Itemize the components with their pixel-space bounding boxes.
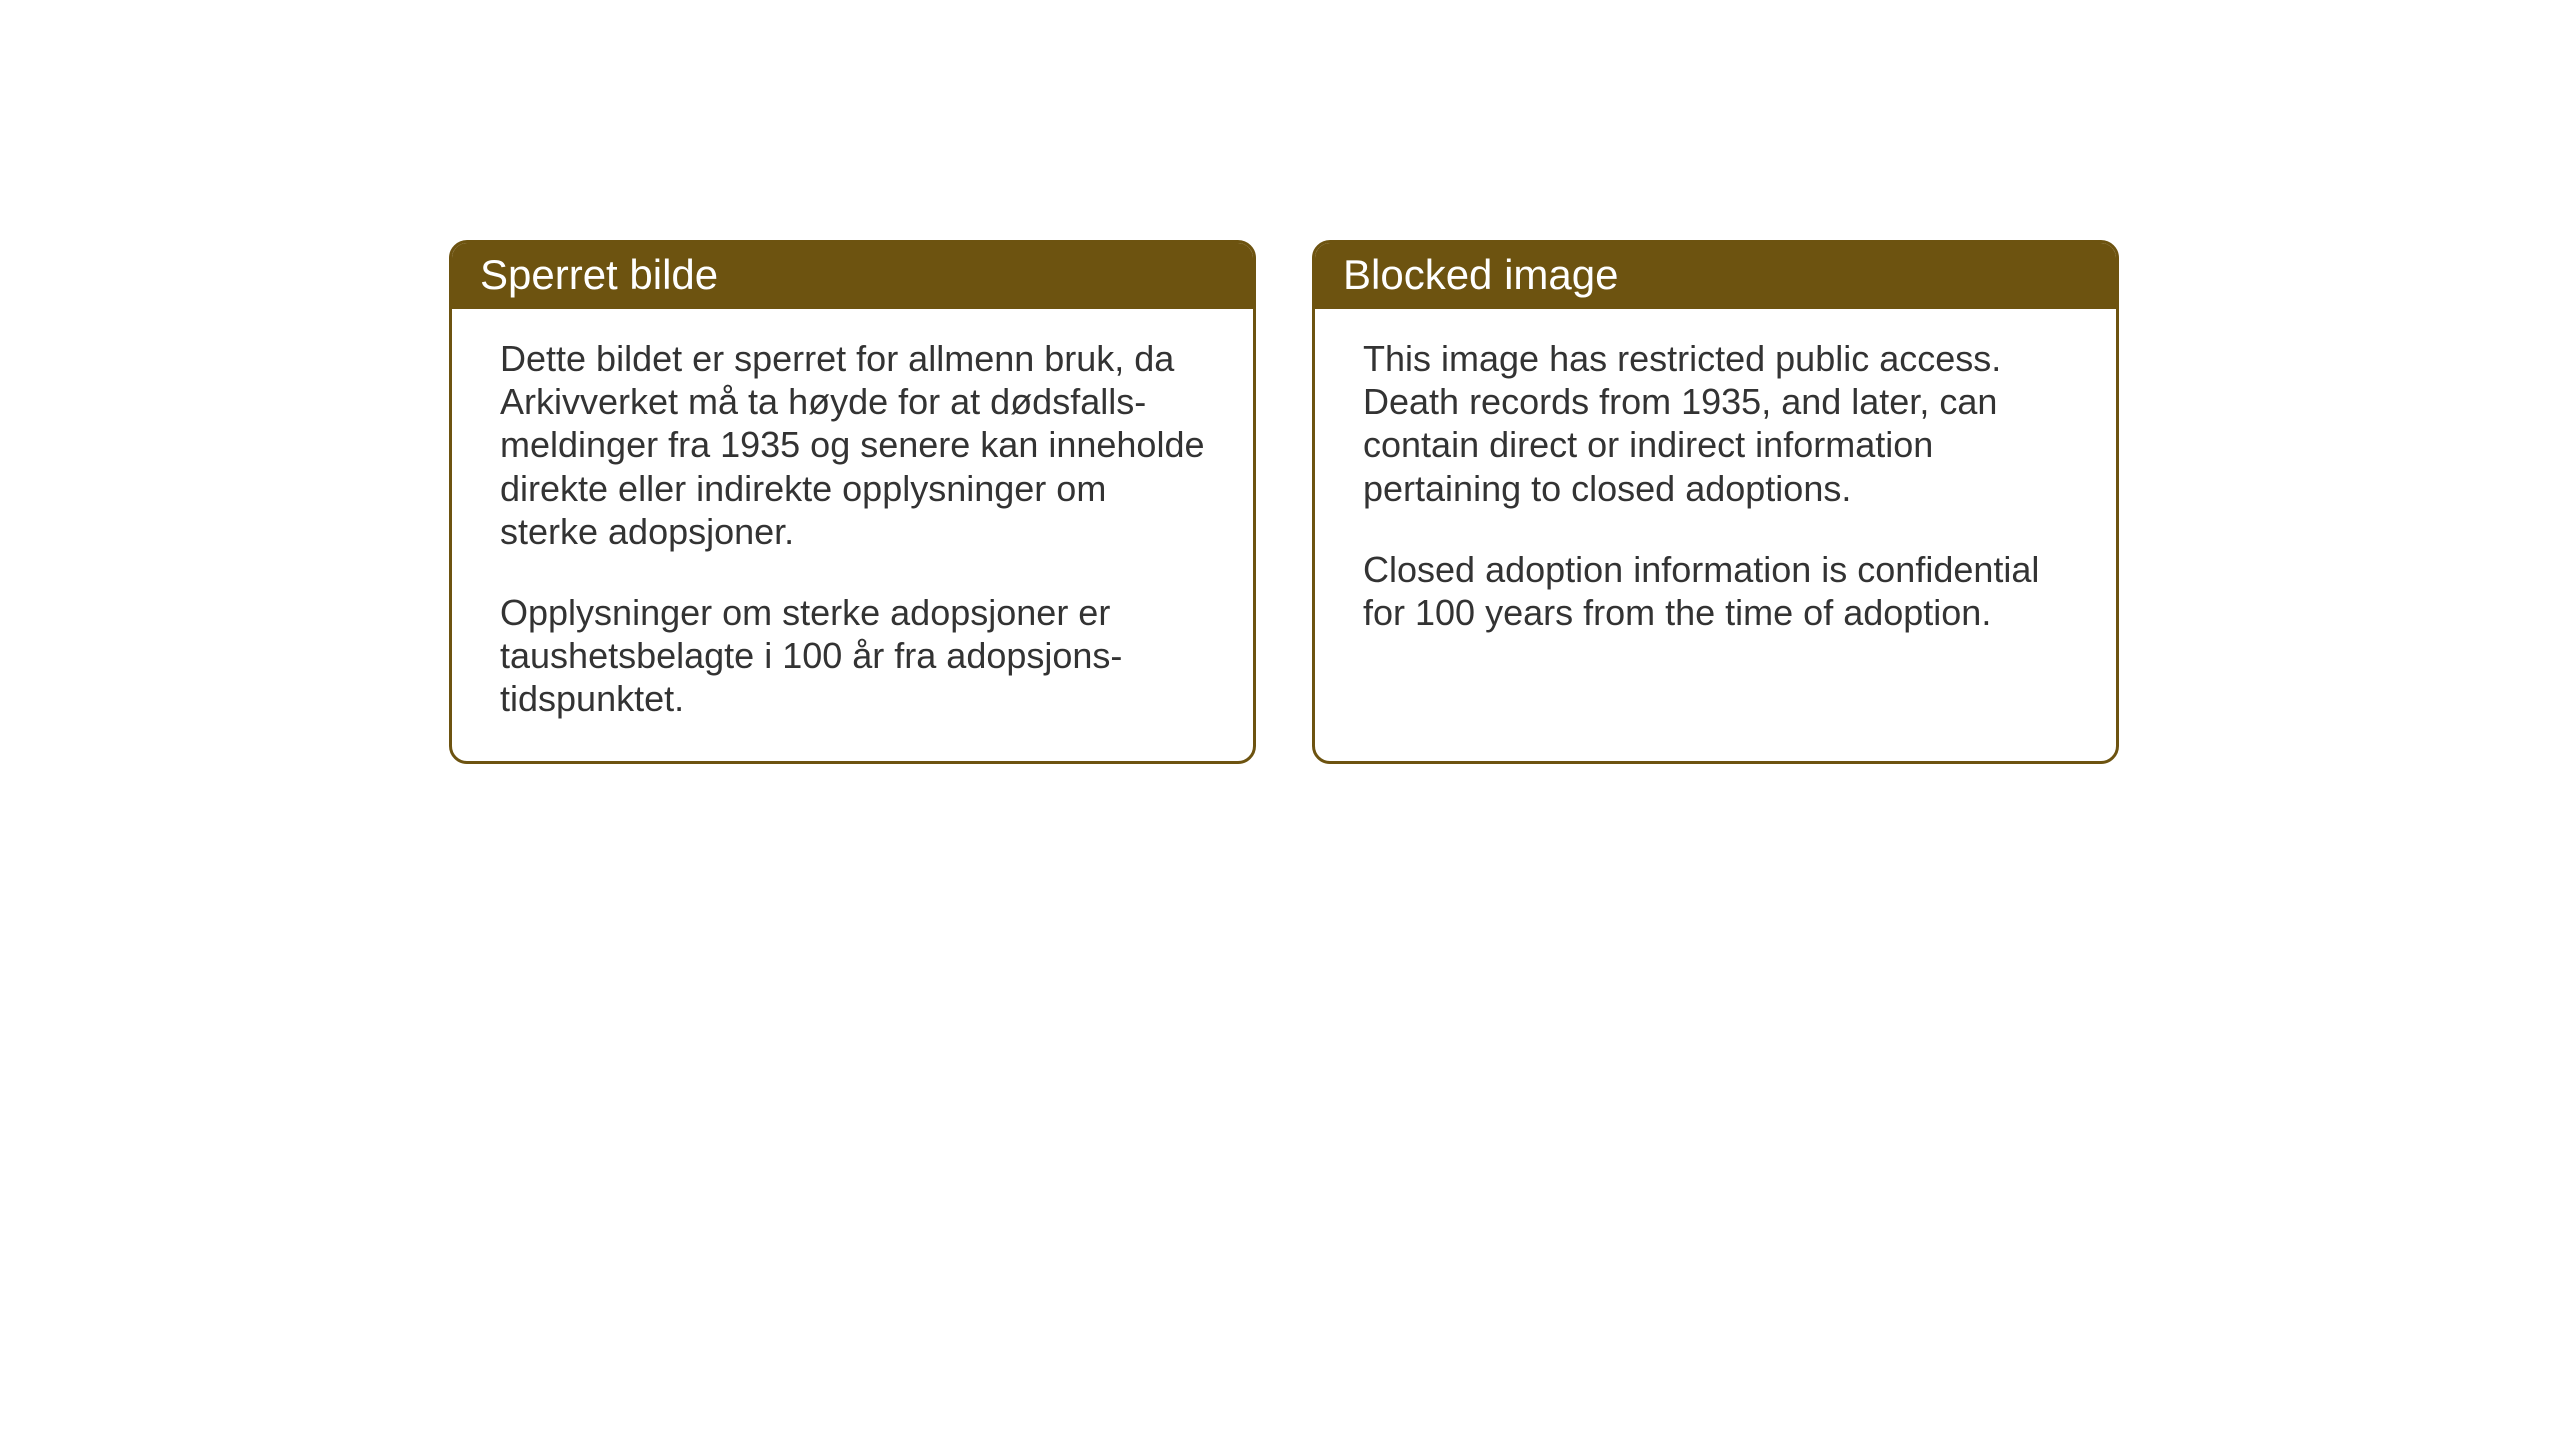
card-header-english: Blocked image <box>1315 243 2116 309</box>
card-paragraph-norwegian-1: Dette bildet er sperret for allmenn bruk… <box>500 337 1213 553</box>
notice-card-english: Blocked image This image has restricted … <box>1312 240 2119 764</box>
card-paragraph-english-2: Closed adoption information is confident… <box>1363 548 2076 634</box>
card-body-english: This image has restricted public access.… <box>1315 309 2116 674</box>
notice-card-norwegian: Sperret bilde Dette bildet er sperret fo… <box>449 240 1256 764</box>
card-header-norwegian: Sperret bilde <box>452 243 1253 309</box>
card-title-english: Blocked image <box>1343 251 1618 298</box>
card-paragraph-english-1: This image has restricted public access.… <box>1363 337 2076 510</box>
card-paragraph-norwegian-2: Opplysninger om sterke adopsjoner er tau… <box>500 591 1213 721</box>
notice-container: Sperret bilde Dette bildet er sperret fo… <box>449 240 2119 764</box>
card-body-norwegian: Dette bildet er sperret for allmenn bruk… <box>452 309 1253 761</box>
card-title-norwegian: Sperret bilde <box>480 251 718 298</box>
